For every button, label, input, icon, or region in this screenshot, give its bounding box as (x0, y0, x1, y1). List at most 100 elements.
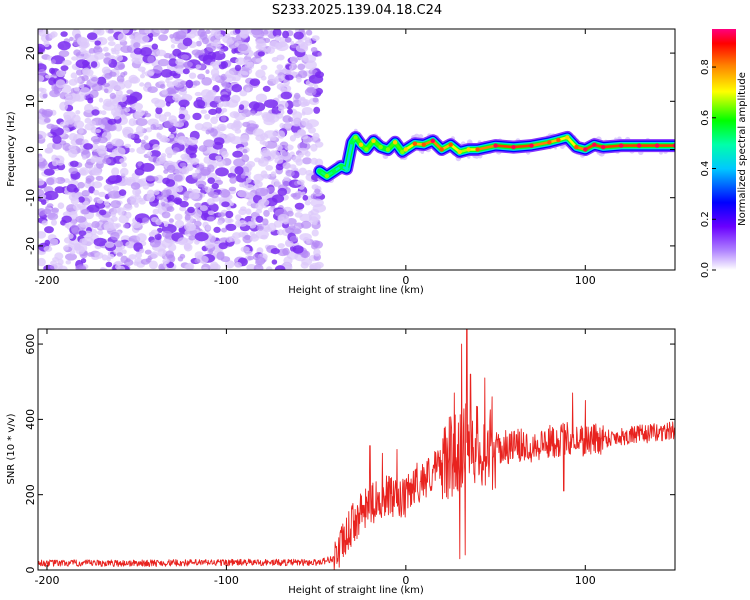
noise-blob (255, 39, 266, 47)
noise-blob (78, 196, 85, 203)
noise-blob (68, 242, 75, 248)
noise-blob (89, 89, 99, 98)
noise-blob (224, 260, 235, 269)
noise-blob (51, 207, 59, 213)
noise-blob (107, 125, 117, 132)
noise-blob (95, 156, 102, 162)
noise-blob (165, 179, 176, 187)
noise-blob (210, 116, 219, 125)
noise-blob (294, 202, 305, 210)
noise-blob (145, 175, 156, 182)
noise-blob (239, 134, 250, 143)
noise-blob (88, 186, 95, 194)
noise-blob (55, 177, 66, 184)
noise-blob (277, 213, 290, 223)
snr-x-ticks: -200 -100 0 100 (34, 329, 596, 587)
tone-core-segment (530, 141, 551, 147)
noise-blob (141, 70, 146, 75)
noise-blob (175, 67, 186, 75)
noise-blob (289, 235, 299, 242)
noise-blob (184, 214, 191, 221)
noise-blob (287, 108, 293, 115)
spectrogram-tone-trace (313, 128, 675, 184)
noise-blob (255, 93, 267, 103)
noise-blob (282, 30, 290, 39)
noise-blob (172, 147, 180, 153)
colorbar-tick-label: 0.8 (700, 59, 711, 75)
noise-blob (253, 179, 261, 185)
tone-peak-point (547, 140, 552, 145)
noise-blob (160, 69, 173, 78)
noise-blob (226, 236, 233, 243)
noise-blob (110, 216, 118, 222)
noise-blob (183, 243, 191, 250)
noise-blob (178, 106, 186, 112)
noise-blob (297, 63, 306, 71)
noise-blob (291, 61, 297, 66)
noise-blob (110, 211, 117, 218)
noise-blob (301, 191, 306, 196)
x-tick-label: 0 (402, 274, 409, 287)
noise-blob (180, 54, 189, 60)
noise-blob (113, 111, 121, 120)
noise-blob (53, 262, 63, 270)
noise-blob (185, 79, 194, 89)
noise-blob (302, 157, 312, 165)
noise-blob (124, 107, 131, 113)
noise-blob (94, 52, 105, 60)
noise-blob (85, 175, 95, 183)
noise-blob (245, 250, 253, 256)
noise-blob (134, 202, 139, 208)
tone-peak-point (565, 135, 570, 140)
noise-blob (110, 200, 121, 209)
noise-blob (242, 148, 248, 154)
noise-blob (186, 137, 198, 146)
noise-blob (140, 74, 145, 79)
noise-blob (68, 167, 78, 175)
noise-blob (112, 185, 120, 192)
tone-peak-point (466, 147, 471, 152)
noise-blob (250, 110, 256, 116)
noise-blob (120, 72, 126, 78)
noise-blob (194, 239, 200, 245)
noise-blob (192, 112, 202, 121)
noise-blob (155, 219, 162, 226)
x-tick-label: 100 (575, 274, 596, 287)
noise-blob (283, 176, 290, 181)
noise-blob (160, 189, 171, 198)
noise-blob (120, 45, 133, 53)
noise-blob (63, 178, 70, 184)
noise-blob (98, 97, 104, 103)
noise-blob (173, 122, 180, 127)
noise-blob (38, 68, 46, 77)
tone-peak-point (317, 169, 322, 174)
noise-blob (253, 102, 266, 112)
noise-blob (68, 145, 77, 151)
tone-peak-point (672, 143, 675, 148)
noise-blob (82, 67, 91, 76)
tone-halo-dot (420, 150, 424, 154)
noise-blob (198, 145, 208, 152)
noise-blob (251, 29, 263, 36)
noise-blob (56, 69, 66, 78)
noise-blob (165, 250, 175, 259)
noise-blob (210, 68, 220, 77)
noise-blob (148, 155, 159, 163)
noise-blob (146, 151, 153, 157)
noise-blob (44, 239, 51, 246)
noise-blob (91, 77, 98, 82)
noise-blob (297, 129, 306, 136)
noise-blob (270, 248, 280, 255)
noise-blob (58, 50, 70, 58)
noise-blob (142, 183, 150, 190)
noise-blob (52, 159, 59, 167)
noise-blob (122, 249, 127, 255)
tone-core-segment (512, 144, 533, 149)
noise-blob (98, 191, 106, 197)
tone-core-segment (345, 141, 354, 171)
snr-plot-frame (37, 328, 676, 571)
noise-blob (233, 119, 241, 125)
noise-blob (118, 189, 127, 197)
snr-line (38, 329, 675, 570)
noise-blob (73, 86, 80, 92)
